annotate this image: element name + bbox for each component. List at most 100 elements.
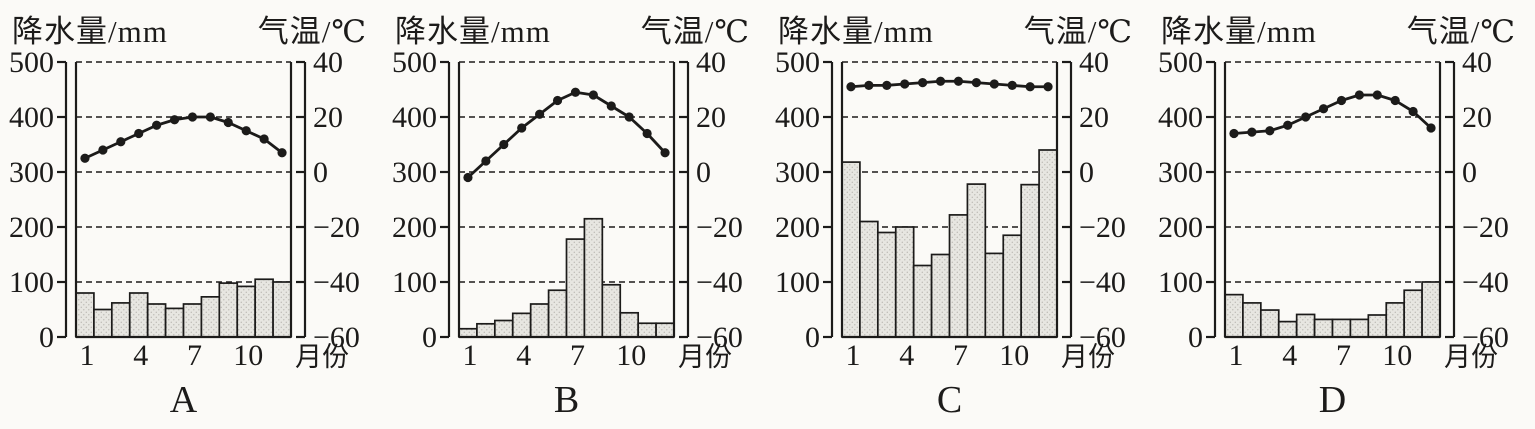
x-axis-months: 1 4 7 10 月份 [79, 339, 349, 372]
precipitation-bar [565, 238, 586, 338]
temperature-axis-title: 气温/℃ [1023, 14, 1133, 49]
temperature-point [169, 115, 180, 125]
temperature-axis-title: 气温/℃ [640, 14, 750, 49]
x-tick-label: 7 [187, 339, 202, 372]
temperature-point [241, 126, 251, 136]
precipitation-bar [1242, 302, 1262, 338]
chart-label-a: A [169, 379, 198, 421]
temperature-point [463, 172, 473, 183]
temperature-polyline [467, 90, 667, 179]
right-axis-tick-label: −40 [696, 266, 743, 299]
plot-box [840, 62, 1059, 339]
left-axis-tick-label: 500 [775, 46, 820, 79]
chart-label-c: C [936, 379, 963, 421]
precipitation-bars [1224, 281, 1441, 338]
temperature-point [205, 112, 215, 122]
temperature-point [1229, 128, 1239, 139]
right-axis-tick-label: 40 [313, 46, 343, 79]
temperature-point [116, 137, 126, 147]
temperature-point [660, 148, 670, 158]
plot-box [74, 62, 293, 339]
precipitation-bar [218, 282, 239, 338]
right-axis-tick-label: −40 [1079, 266, 1126, 299]
temperature-point [1408, 106, 1418, 117]
temperature-point [223, 117, 233, 128]
right-axis-tick-label: −20 [696, 211, 743, 244]
left-axis-tick-label: 100 [775, 266, 820, 299]
left-axis-tick-label: 0 [39, 321, 54, 354]
climate-chart-panel-c: 降水量/mm 气温/℃ 500 400 300 200 100 0 40 20 0 −20 −40−… [766, 0, 1149, 429]
right-axis-temperature: 40 20 0 −20 −40 −60 [1445, 46, 1509, 354]
precipitation-bar [1367, 314, 1388, 338]
temperature-point [918, 78, 928, 88]
left-axis-tick-label: 300 [1158, 156, 1203, 189]
precipitation-bar [547, 289, 568, 338]
x-tick-label: 4 [133, 339, 148, 372]
precipitation-bar [984, 252, 1005, 338]
temperature-point [535, 109, 545, 119]
precipitation-bar [1020, 183, 1040, 338]
gridlines [459, 61, 674, 283]
climate-chart-panel-a: 降水量/mm 气温/℃ 500 400 300 200 100 0 40 20 0 −20 −40−… [0, 0, 383, 429]
x-tick-label: 1 [462, 339, 477, 372]
precipitation-bar [930, 253, 951, 338]
x-tick-label: 7 [953, 339, 968, 372]
left-axis-tick-label: 200 [1158, 211, 1203, 244]
right-axis-temperature: 40 20 0 −20 −40 −60 [679, 46, 743, 354]
precipitation-bar [493, 319, 514, 338]
left-axis-tick-label: 100 [1158, 266, 1203, 299]
precipitation-bar [1313, 318, 1334, 338]
right-axis-tick-label: −40 [1462, 266, 1509, 299]
left-axis-tick-label: 500 [1158, 46, 1203, 79]
precipitation-bar [1002, 234, 1023, 338]
right-axis-tick-label: 0 [696, 156, 711, 189]
axis-titles: 降水量/mm 气温/℃ [1149, 6, 1532, 49]
x-tick-label: 4 [516, 339, 531, 372]
precipitation-bar [655, 322, 675, 338]
temperature-point [1390, 95, 1400, 106]
climate-chart-panel-b: 降水量/mm 气温/℃ 500 400 300 200 100 0 40 20 0 −20 −40−… [383, 0, 766, 429]
precipitation-bar [529, 303, 550, 338]
precipitation-bar [859, 220, 879, 338]
precipitation-bar [200, 296, 221, 338]
precipitation-bar [272, 281, 292, 338]
temperature-point [900, 79, 910, 89]
precipitation-axis-title: 降水量/mm [395, 14, 551, 49]
right-axis-tick-label: −60 [313, 321, 360, 354]
chart-label-d: D [1318, 379, 1347, 421]
x-tick-label: 10 [999, 339, 1029, 372]
axis-titles: 降水量/mm 气温/℃ [766, 6, 1149, 49]
precipitation-bar [75, 292, 95, 338]
axis-titles: 降水量/mm 气温/℃ [383, 6, 766, 49]
right-axis-tick-label: 20 [1079, 101, 1109, 134]
precipitation-bar [912, 264, 933, 338]
precipitation-bar [254, 278, 274, 338]
precipitation-bar [128, 292, 149, 338]
right-axis-tick-label: −20 [313, 211, 360, 244]
precipitation-bar [1403, 289, 1423, 338]
axis-titles: 降水量/mm 气温/℃ [0, 6, 383, 49]
temperature-point [517, 123, 527, 133]
x-tick-label: 7 [570, 339, 585, 372]
left-axis-tick-label: 400 [775, 101, 820, 134]
temperature-point [134, 128, 144, 139]
left-axis-tick-label: 0 [422, 321, 437, 354]
right-axis-tick-label: −60 [696, 321, 743, 354]
left-axis-tick-label: 500 [9, 46, 54, 79]
left-axis-tick-label: 400 [392, 101, 437, 134]
right-axis-tick-label: −20 [1462, 211, 1509, 244]
x-axis-title: 月份 [678, 342, 732, 372]
right-axis-temperature: 40 20 0 −20 −40 −60 [1062, 46, 1126, 354]
precipitation-bar [841, 161, 861, 338]
precipitation-bar [476, 322, 496, 338]
x-axis-months: 1 4 7 10 月份 [845, 339, 1115, 372]
precipitation-bar [948, 214, 969, 338]
temperature-point [552, 95, 563, 106]
temperature-point [971, 78, 981, 88]
temperature-point [98, 145, 108, 155]
gridlines [1225, 61, 1440, 283]
temperature-point [624, 112, 634, 122]
